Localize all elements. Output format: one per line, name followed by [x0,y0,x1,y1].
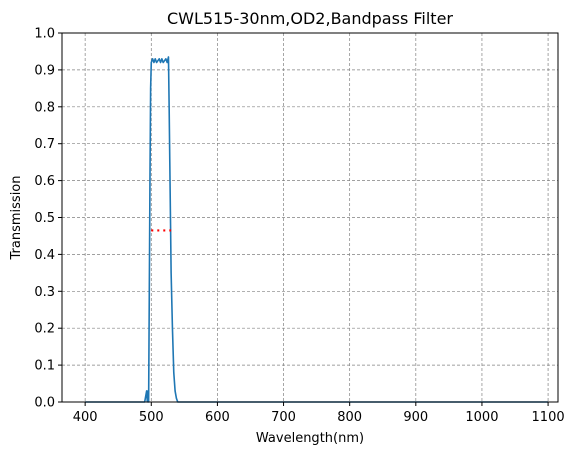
series-line [85,56,549,403]
series-layer [85,56,549,403]
x-tick-label: 1100 [532,410,565,425]
y-tick-label: 0.3 [34,285,55,300]
x-tick-label: 900 [403,410,428,425]
y-tick-label: 0.0 [34,396,55,411]
x-tick-label: 400 [73,410,98,425]
y-tick-label: 0.6 [34,174,55,189]
y-tick-label: 1.0 [34,27,55,42]
x-axis-label: Wavelength(nm) [256,431,364,446]
grid-lines [62,32,558,403]
y-tick-label: 0.1 [34,359,55,374]
y-tick-label: 0.2 [34,322,55,337]
y-tick-label: 0.7 [34,137,55,152]
chart-title: CWL515-30nm,OD2,Bandpass Filter [167,9,453,28]
y-axis-ticks: 0.0 0.1 0.2 0.3 0.4 0.5 0.6 0.7 0.8 0.9 1.0 [34,27,62,411]
x-tick-label: 500 [139,410,164,425]
x-tick-label: 700 [271,410,296,425]
x-tick-label: 1000 [465,410,498,425]
x-axis-ticks: 400 500 600 700 800 900 1000 1100 [73,402,565,425]
y-tick-label: 0.5 [34,211,55,226]
y-tick-label: 0.4 [34,248,55,263]
y-tick-label: 0.9 [34,63,55,78]
y-axis-label: Transmission [9,176,24,261]
x-tick-label: 600 [205,410,230,425]
y-tick-label: 0.8 [34,100,55,115]
x-tick-label: 800 [337,410,362,425]
